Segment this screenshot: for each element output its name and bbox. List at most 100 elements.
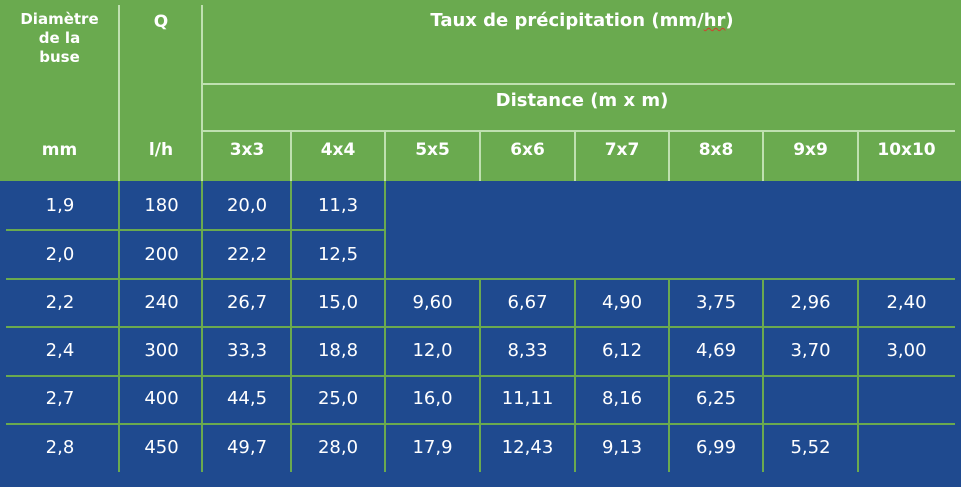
rate-cell: 22,2 [226, 243, 268, 265]
rate-cell: 8,16 [601, 387, 643, 409]
rate-cell: 49,7 [226, 436, 268, 458]
rate-cell: 9,60 [412, 291, 453, 313]
divider [203, 83, 955, 85]
rate-cell: 5,52 [790, 436, 831, 458]
header-q-unit: l/h [148, 140, 174, 160]
rate-cell: 12,5 [317, 243, 359, 265]
diameter-cell: 2,4 [45, 339, 75, 361]
rate-cell [669, 181, 763, 229]
rate-cell: 26,7 [226, 291, 268, 313]
header-title-suffix: ) [725, 10, 734, 31]
flow-cell: 240 [144, 291, 179, 313]
rate-cell [575, 181, 669, 229]
grid-line [6, 278, 955, 280]
rate-cell: 6,12 [601, 339, 643, 361]
diameter-cell: 1,9 [45, 194, 75, 216]
flow-cell: 400 [144, 387, 179, 409]
diameter-cell: 2,7 [45, 387, 75, 409]
header-subtitle: Distance (m x m) [495, 90, 669, 111]
table-row: 1,9 180 20,0 11,3 [0, 181, 961, 229]
rate-cell [575, 230, 669, 278]
rate-cell: 16,0 [412, 387, 453, 409]
rate-cell [858, 181, 955, 229]
grid-line [6, 423, 955, 425]
rate-cell: 33,3 [226, 339, 268, 361]
rate-cell [385, 230, 480, 278]
rate-cell: 11,3 [317, 194, 359, 216]
header-diameter-line3: buse [39, 48, 80, 66]
rate-cell [858, 230, 955, 278]
rate-cell: 9,13 [601, 436, 643, 458]
rate-cell: 12,0 [412, 339, 453, 361]
table-row: 2,7 400 44,5 25,0 16,0 11,11 8,16 6,25 [0, 374, 961, 422]
rate-cell: 17,9 [412, 436, 453, 458]
distance-header-9x9: 9x9 [793, 140, 828, 160]
diameter-cell: 2,8 [45, 436, 75, 458]
flow-cell: 180 [144, 194, 179, 216]
diameter-cell: 2,2 [45, 291, 75, 313]
distance-header-7x7: 7x7 [604, 140, 640, 160]
rate-cell: 6,99 [695, 436, 737, 458]
rate-cell [385, 181, 480, 229]
rate-cell: 6,67 [507, 291, 548, 313]
rate-cell: 18,8 [317, 339, 359, 361]
flow-cell: 300 [144, 339, 179, 361]
table-row: 2,2 240 26,7 15,0 9,60 6,67 4,90 3,75 2,96 2,40 [0, 278, 961, 326]
distance-header-8x8: 8x8 [698, 140, 734, 160]
rate-cell: 2,96 [790, 291, 831, 313]
distance-header-5x5: 5x5 [415, 140, 450, 160]
rate-cell: 6,25 [695, 387, 737, 409]
table-row: 2,0 200 22,2 12,5 [0, 230, 961, 278]
rate-cell: 8,33 [507, 339, 548, 361]
header-title-underlined: hr [703, 10, 726, 31]
divider [384, 131, 386, 181]
header-diameter-line2: de la [38, 29, 81, 47]
table-row: 2,8 450 49,7 28,0 17,9 12,43 9,13 6,99 5,52 [0, 423, 961, 471]
rate-cell [669, 230, 763, 278]
divider [574, 131, 576, 181]
rate-cell: 4,90 [601, 291, 643, 313]
rate-cell: 2,40 [886, 291, 927, 313]
rate-cell [763, 181, 858, 229]
rate-cell [763, 230, 858, 278]
header-diameter: Diamètre de la buse [0, 10, 119, 67]
rate-cell: 4,69 [695, 339, 737, 361]
divider [290, 131, 292, 181]
rate-cell: 11,11 [501, 387, 554, 409]
divider [118, 5, 120, 181]
table-header: Diamètre de la buse mm Q l/h Taux de pré… [0, 0, 961, 181]
divider [762, 131, 764, 181]
rate-cell: 15,0 [317, 291, 359, 313]
header-q: Q [153, 12, 169, 32]
header-diameter-unit: mm [41, 140, 78, 160]
divider [479, 131, 481, 181]
distance-header-10x10: 10x10 [877, 140, 936, 160]
rate-cell [858, 374, 955, 422]
header-diameter-line1: Diamètre [20, 10, 99, 28]
rate-cell [480, 230, 575, 278]
header-title-prefix: Taux de précipitation (mm/ [430, 10, 704, 31]
rate-cell: 44,5 [226, 387, 268, 409]
distance-header-6x6: 6x6 [510, 140, 545, 160]
rate-cell: 12,43 [501, 436, 554, 458]
diameter-cell: 2,0 [45, 243, 75, 265]
rate-cell [858, 423, 955, 471]
divider [203, 130, 955, 132]
flow-cell: 200 [144, 243, 179, 265]
rate-cell [763, 374, 858, 422]
divider [201, 5, 203, 181]
divider [857, 131, 859, 181]
rate-cell: 28,0 [317, 436, 359, 458]
grid-line [6, 375, 955, 377]
flow-cell: 450 [144, 436, 179, 458]
rate-cell: 25,0 [317, 387, 359, 409]
divider [668, 131, 670, 181]
distance-header-4x4: 4x4 [320, 140, 356, 160]
distance-header-3x3: 3x3 [229, 140, 265, 160]
grid-line [6, 326, 955, 328]
header-title: Taux de précipitation (mm/hr) [203, 10, 961, 31]
rate-cell: 20,0 [226, 194, 268, 216]
rate-cell: 3,70 [790, 339, 831, 361]
table-body: 1,9 180 20,0 11,3 2,0 200 22,2 12,5 2,2 240 26,7 15… [0, 181, 961, 487]
